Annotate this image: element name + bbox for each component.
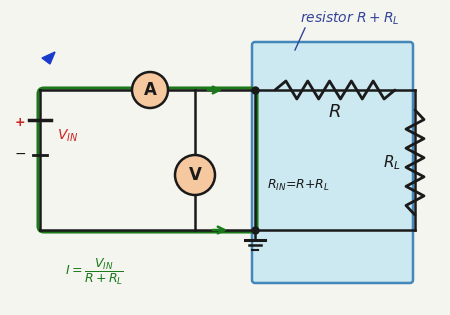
Text: $R_L$: $R_L$ [383,153,401,172]
Text: $V_{IN}$: $V_{IN}$ [57,127,78,144]
Text: $R_{IN}$=R+$R_L$: $R_{IN}$=R+$R_L$ [267,177,330,192]
Text: resistor $R+R_L$: resistor $R+R_L$ [300,9,400,27]
Text: R: R [329,103,341,121]
Text: $I = \dfrac{V_{IN}}{R + R_L}$: $I = \dfrac{V_{IN}}{R + R_L}$ [65,257,124,287]
Circle shape [175,155,215,195]
Text: −: − [14,147,26,161]
Text: V: V [189,166,202,184]
Circle shape [132,72,168,108]
Polygon shape [42,52,55,64]
FancyBboxPatch shape [252,42,413,283]
Text: +: + [15,116,25,129]
Text: A: A [144,81,157,99]
